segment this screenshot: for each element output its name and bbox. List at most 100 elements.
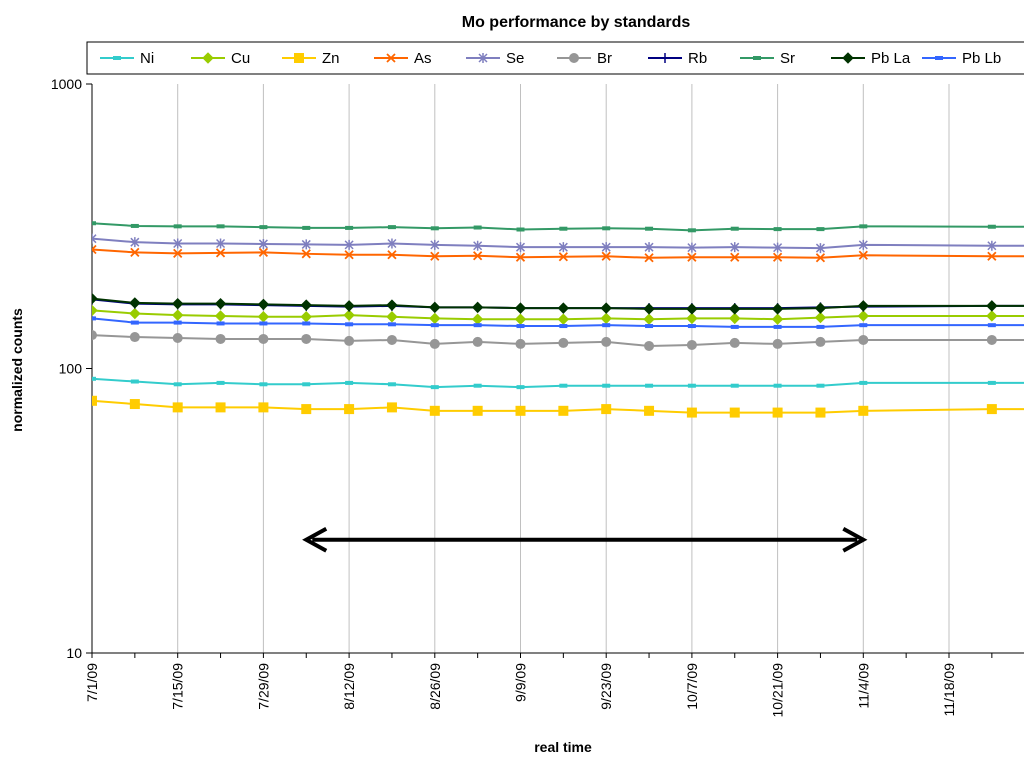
legend-label: Se: [506, 50, 524, 67]
data-point: [258, 333, 269, 344]
data-point: [515, 252, 526, 262]
data-point: [130, 320, 139, 325]
legend-item-ni: Ni: [100, 50, 154, 67]
legend-item-as: As: [374, 50, 432, 67]
data-point: [730, 383, 739, 388]
data-point: [429, 338, 440, 349]
data-point: [601, 404, 612, 415]
data-point: [645, 324, 654, 329]
legend-item-pb-lb: Pb Lb: [922, 50, 1001, 67]
data-point: [772, 252, 783, 262]
y-tick-label: 1000: [51, 76, 82, 92]
chart-title: Mo performance by standards: [462, 14, 691, 31]
data-point: [386, 402, 397, 413]
legend-label: Cu: [231, 50, 250, 67]
data-point: [686, 339, 697, 350]
data-point: [92, 292, 98, 305]
data-point: [644, 242, 654, 253]
data-point: [687, 228, 696, 233]
x-tick-label: 9/23/09: [598, 663, 614, 710]
data-point: [815, 336, 826, 347]
data-point: [516, 227, 525, 232]
series-layer: [92, 221, 1024, 418]
data-point: [601, 251, 611, 261]
legend-marker: [569, 53, 579, 63]
data-point: [602, 226, 611, 231]
data-point: [215, 248, 226, 258]
data-point: [130, 247, 140, 257]
legend-item-cu: Cu: [191, 50, 250, 67]
data-point: [301, 249, 311, 259]
data-point: [557, 313, 570, 325]
data-point: [214, 310, 227, 322]
data-point: [130, 237, 140, 248]
arrow-head-left: [302, 527, 328, 553]
legend-marker: [478, 53, 488, 63]
x-tick-label: 7/29/09: [255, 663, 271, 710]
data-point: [600, 312, 612, 325]
data-point: [987, 380, 996, 385]
data-point: [514, 313, 527, 325]
data-point: [987, 251, 997, 261]
data-point: [430, 385, 439, 390]
data-point: [387, 225, 396, 230]
data-point: [430, 239, 440, 250]
data-point: [601, 336, 612, 347]
data-point: [472, 405, 483, 416]
data-point: [987, 323, 996, 328]
data-point: [130, 379, 139, 384]
data-point: [344, 250, 354, 260]
series-line: [92, 377, 1024, 389]
x-tick-label: 8/26/09: [427, 663, 443, 710]
legend-item-pb-la: Pb La: [831, 50, 911, 67]
data-point: [172, 332, 183, 343]
data-point: [729, 303, 741, 315]
data-point: [773, 383, 782, 388]
data-point: [387, 322, 396, 327]
data-point: [430, 323, 439, 328]
data-point: [686, 407, 697, 418]
annotation-layer: [302, 527, 868, 553]
x-tick-label: 10/7/09: [684, 663, 700, 710]
data-point: [987, 240, 997, 251]
data-point: [429, 405, 440, 416]
legend-marker: [294, 53, 304, 63]
data-point: [345, 380, 354, 385]
series-pb-lb: [92, 316, 1024, 329]
data-point: [986, 300, 998, 312]
series-line: [92, 309, 1024, 321]
data-point: [471, 313, 484, 325]
data-point: [771, 303, 784, 315]
data-point: [344, 239, 354, 250]
data-point: [302, 321, 311, 326]
data-point: [859, 380, 868, 385]
data-point: [430, 251, 440, 261]
x-tick-label: 7/1/09: [84, 663, 100, 702]
data-point: [815, 253, 826, 263]
legend-marker: [386, 53, 396, 63]
legend-box: [86, 41, 1024, 75]
data-point: [644, 253, 654, 263]
data-point: [771, 313, 784, 325]
data-point: [258, 247, 269, 257]
legend-marker: [660, 53, 670, 63]
x-axis-title: real time: [534, 739, 592, 755]
data-point: [216, 321, 225, 326]
data-point: [644, 405, 655, 416]
double-arrow: [302, 527, 868, 553]
axes: 10 100 1000 7/1/09 7/15/09 7/29/09 8/12/09 8/26…: [51, 76, 1024, 718]
data-point: [216, 380, 225, 385]
data-point: [515, 405, 526, 416]
data-point: [129, 297, 141, 309]
series-line: [92, 399, 1024, 414]
data-point: [173, 248, 183, 258]
x-tick-label: 11/18/09: [941, 663, 957, 717]
data-point: [730, 324, 739, 329]
data-point: [858, 250, 868, 260]
data-point: [858, 405, 869, 416]
legend-label: Ni: [140, 50, 154, 67]
data-point: [814, 302, 827, 314]
data-point: [215, 333, 226, 344]
x-tick-label: 8/12/09: [341, 663, 357, 710]
data-point: [471, 301, 484, 314]
